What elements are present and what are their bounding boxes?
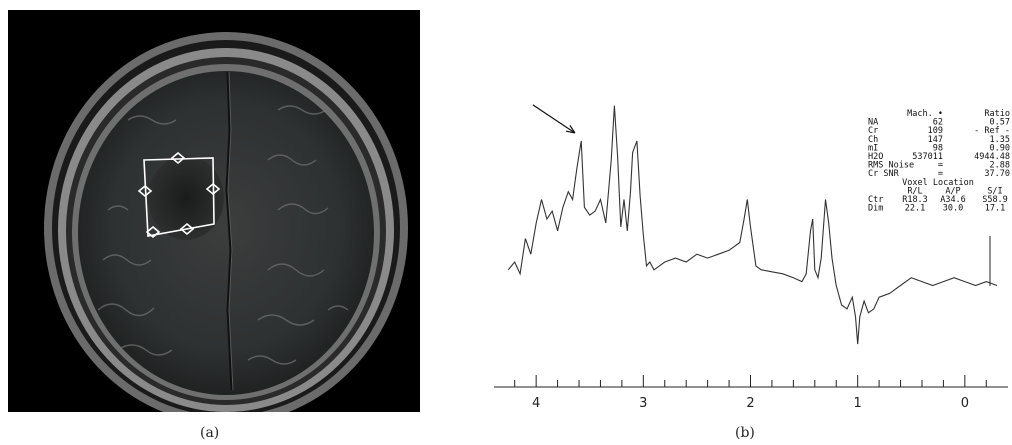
spectrum-panel: Mach. • Ratio NA 62 0.57 Cr 109 - Ref - Ch 147 1.3… — [490, 86, 1012, 416]
roi-handle-left — [137, 184, 153, 198]
readout-header-mach: Mach. • — [907, 109, 943, 119]
midline-fissure — [225, 71, 234, 391]
voxel-row-ap: A34.6 — [940, 195, 966, 205]
readout-row-value: 537011 — [912, 152, 943, 162]
roi-handle-top — [170, 151, 186, 165]
spectrum-line — [507, 105, 998, 345]
voxel-header-si: S/I — [987, 186, 1002, 196]
readout-row-label: RMS Noise — [868, 161, 914, 171]
tick-label: 3 — [639, 396, 647, 411]
readout-row-ratio: 4944.48 — [974, 152, 1010, 162]
panel-b-caption: (b) — [735, 425, 755, 441]
tick-label: 1 — [854, 396, 862, 411]
readout-row-label: Cr — [868, 126, 878, 136]
roi-handle-right — [205, 182, 221, 196]
readout-row-label: Cr SNR — [868, 169, 900, 179]
voxel-row-si: S58.9 — [982, 195, 1008, 205]
roi-handle-bottom-right — [179, 222, 195, 236]
readout-row-ratio: 2.88 — [990, 161, 1010, 171]
readout-row-label: NA — [868, 118, 878, 128]
voxel-row-rl: 22.1 — [905, 204, 925, 214]
readout-row-ratio: - Ref - — [974, 126, 1010, 136]
readout-row-label: Ch — [868, 135, 878, 145]
tick-label: 0 — [961, 396, 969, 411]
gyri-texture — [97, 105, 349, 365]
voxel-row-ap: 30.0 — [943, 204, 963, 214]
readout-row-value: 98 — [933, 143, 943, 153]
readout-row-value: 62 — [933, 118, 943, 128]
readout-row-ratio: 1.35 — [990, 135, 1010, 145]
roi-handle-bottom-left — [145, 225, 161, 239]
readout-row-value: = — [938, 169, 943, 179]
tick-label: 4 — [532, 396, 540, 411]
readout-row-value: 147 — [928, 135, 943, 145]
arrow-shaft — [532, 104, 576, 134]
spectrum-readout: Mach. • Ratio NA 62 0.57 Cr 109 - Ref - Ch 147 1.3… — [868, 109, 1010, 214]
arrow-head — [565, 125, 576, 134]
readout-row-value: = — [938, 161, 943, 171]
readout-row-ratio: 0.57 — [990, 118, 1010, 128]
roi-voxel-box — [137, 151, 221, 239]
voxel-header-ap: A/P — [945, 186, 960, 196]
readout-row-ratio: 37.70 — [984, 169, 1010, 179]
lesion-region — [148, 156, 224, 240]
peak-arrow — [532, 104, 576, 134]
tick-label: 2 — [746, 396, 754, 411]
readout-row-label: H2O — [868, 152, 883, 162]
voxel-header-rl: R/L — [907, 186, 922, 196]
readout-row-value: 109 — [928, 126, 943, 136]
x-axis: 4 3 2 1 0 — [494, 375, 1008, 411]
voxel-row-si: 17.1 — [985, 204, 1005, 214]
voxel-row-label: Ctr — [868, 195, 883, 205]
panel-a-caption: (a) — [200, 425, 220, 441]
mri-image — [8, 10, 420, 412]
voxel-row-rl: R18.3 — [902, 195, 928, 205]
readout-row-ratio: 0.90 — [990, 143, 1010, 153]
brain-tissue — [78, 71, 374, 395]
readout-row-label: mI — [868, 143, 878, 153]
voxel-location-title: Voxel Location — [902, 178, 974, 188]
voxel-row-label: Dim — [868, 204, 883, 214]
readout-header-ratio: Ratio — [984, 109, 1010, 119]
